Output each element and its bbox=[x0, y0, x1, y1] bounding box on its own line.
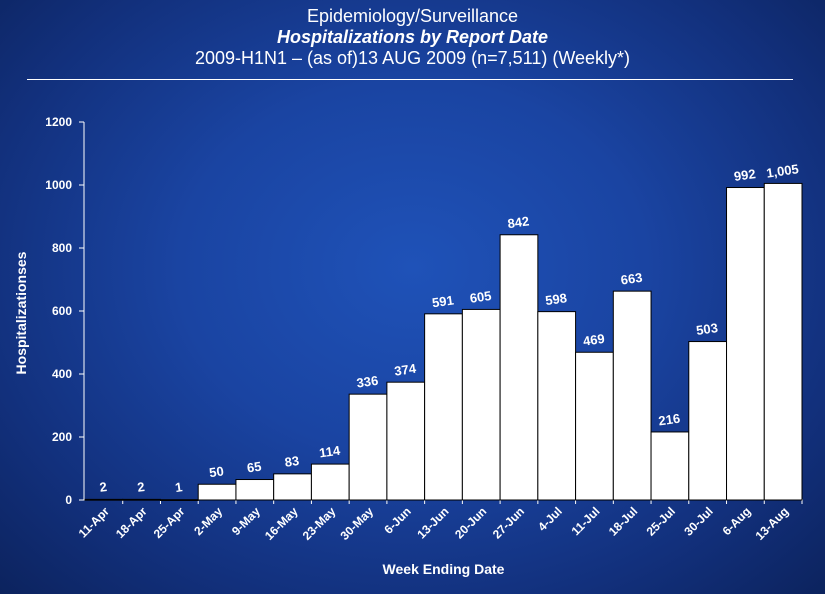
bar bbox=[310, 463, 350, 501]
x-tick-label: 25-Jul bbox=[644, 504, 678, 538]
x-tick-label: 25-Apr bbox=[151, 504, 188, 541]
bar bbox=[461, 308, 501, 501]
title-divider bbox=[27, 79, 793, 80]
x-tick-label: 27-Jun bbox=[490, 504, 527, 541]
x-tick-label: 30-Jul bbox=[681, 504, 715, 538]
bars bbox=[84, 182, 803, 501]
data-label: 469 bbox=[582, 331, 606, 349]
y-tick-label: 1200 bbox=[45, 115, 72, 129]
bar bbox=[159, 499, 199, 501]
data-label: 992 bbox=[733, 166, 757, 184]
data-label: 374 bbox=[393, 361, 417, 379]
bar bbox=[575, 351, 614, 501]
data-label: 1 bbox=[174, 479, 183, 495]
bar bbox=[424, 313, 463, 501]
chart-title-block: Epidemiology/Surveillance Hospitalizatio… bbox=[0, 6, 825, 69]
y-axis: 0 200 400 600 800 1000 1200 bbox=[45, 115, 85, 507]
bar bbox=[197, 483, 237, 501]
x-tick-label: 18-Apr bbox=[113, 504, 150, 541]
bar bbox=[348, 393, 388, 501]
x-tick-label: 23-May bbox=[300, 504, 339, 543]
x-tick-label: 30-May bbox=[337, 504, 376, 543]
x-tick-label: 11-Jul bbox=[569, 504, 603, 538]
x-tick-label: 2-May bbox=[191, 504, 225, 538]
x-tick-label: 11-Apr bbox=[76, 504, 113, 541]
data-label: 2 bbox=[99, 479, 108, 495]
chart-title-line3: 2009-H1N1 – (as of)13 AUG 2009 (n=7,511)… bbox=[194, 48, 631, 68]
data-label: 336 bbox=[356, 373, 380, 391]
x-tick-label: 20-Jun bbox=[452, 504, 489, 541]
bar bbox=[386, 381, 426, 501]
y-tick-label: 800 bbox=[52, 241, 72, 255]
data-label: 663 bbox=[620, 270, 644, 288]
data-label: 216 bbox=[658, 411, 682, 429]
data-label: 598 bbox=[544, 290, 568, 308]
bar bbox=[499, 234, 539, 501]
data-label: 83 bbox=[284, 453, 300, 470]
bar bbox=[84, 498, 124, 501]
y-tick-label: 200 bbox=[52, 430, 72, 444]
x-tick-label: 18-Jul bbox=[606, 504, 640, 538]
bar bbox=[612, 290, 652, 501]
x-tick-label: 4-Jul bbox=[535, 504, 565, 534]
x-tick-label: 6-Jun bbox=[381, 504, 414, 537]
x-axis-title: Week Ending Date bbox=[383, 561, 505, 577]
bar bbox=[726, 187, 765, 501]
bar bbox=[537, 311, 577, 501]
y-tick-label: 0 bbox=[65, 493, 72, 507]
data-label: 50 bbox=[208, 463, 224, 480]
data-label: 2 bbox=[136, 479, 145, 495]
data-label: 605 bbox=[469, 288, 493, 306]
chart-title-line2: Hospitalizations by Report Date bbox=[276, 27, 549, 47]
data-label: 114 bbox=[318, 443, 342, 461]
bar bbox=[688, 341, 728, 501]
x-tick-label: 9-May bbox=[229, 504, 263, 538]
x-tick-label: 13-Jun bbox=[414, 504, 451, 541]
chart-title-line1: Epidemiology/Surveillance bbox=[306, 6, 519, 26]
bar bbox=[650, 431, 690, 501]
data-label: 591 bbox=[431, 292, 455, 310]
x-tick-label: 13-Aug bbox=[753, 504, 792, 543]
data-labels: 2 2 1 50 65 83 114 336 374 591 605 842 598 469 663 216 5… bbox=[99, 161, 800, 495]
x-tick-label: 16-May bbox=[262, 504, 301, 543]
x-tick-label: 6-Aug bbox=[720, 504, 754, 538]
y-tick-label: 400 bbox=[52, 367, 72, 381]
y-axis-title: Hospitalizationses bbox=[13, 251, 29, 374]
data-label: 65 bbox=[246, 459, 262, 476]
bar bbox=[763, 182, 803, 501]
y-tick-label: 600 bbox=[52, 304, 72, 318]
x-axis: 11-Apr 18-Apr 25-Apr 2-May 9-May 16-May 23-May… bbox=[76, 499, 803, 543]
y-tick-label: 1000 bbox=[45, 178, 72, 192]
data-label: 1,005 bbox=[765, 161, 799, 180]
bar bbox=[122, 498, 161, 501]
bar bbox=[273, 473, 312, 501]
bar bbox=[235, 479, 275, 501]
data-label: 842 bbox=[507, 213, 531, 231]
data-label: 503 bbox=[695, 320, 719, 338]
